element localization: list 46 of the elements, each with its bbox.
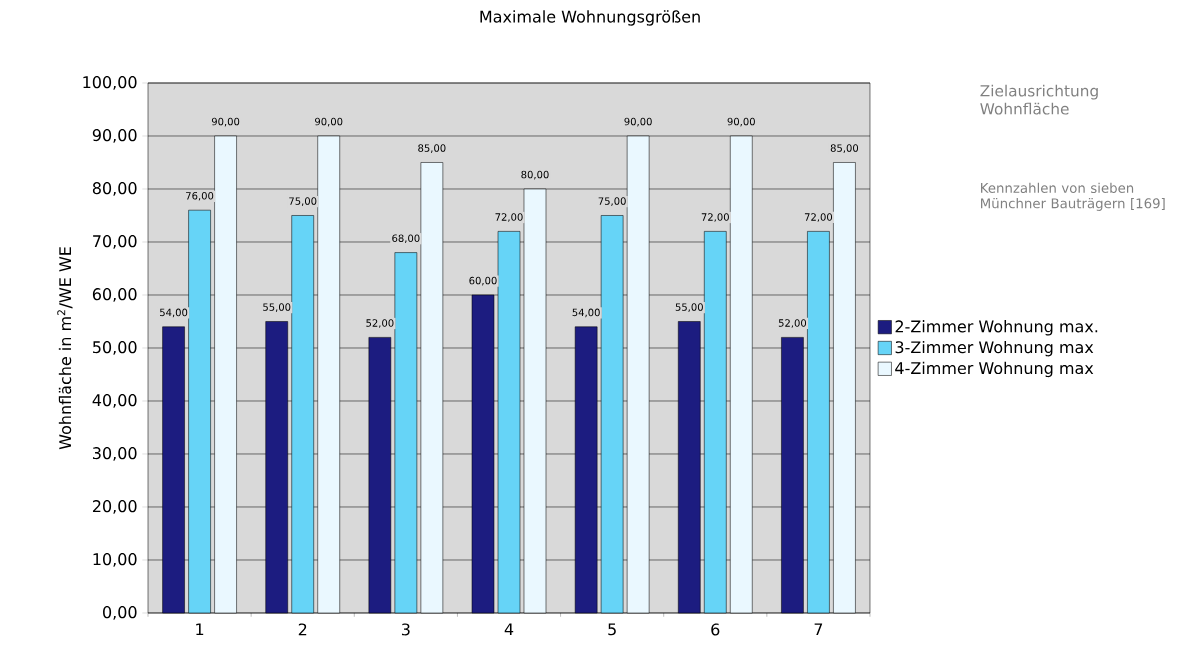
y-tick-label: 100,00	[83, 76, 137, 90]
data-label: 90,00	[624, 117, 652, 127]
y-tick-label: 20,00	[92, 500, 137, 514]
text: Kennzahlen von sieben Münchner Bauträgern [169]	[981, 182, 1165, 211]
text: Zielausrichtung Wohnfläche	[980, 84, 1098, 115]
y-tick-label: 30,00	[93, 447, 137, 461]
legend-label: 3-Zimmer Wohnung max	[895, 340, 1094, 357]
data-label: 85,00	[830, 144, 859, 153]
y-tick-label: 40,00	[92, 394, 137, 408]
y-tick-label: 60,00	[92, 288, 137, 302]
x-tick-label: 7	[814, 623, 823, 636]
x-tick-label: 2	[298, 623, 307, 636]
x-tick-label: 4	[504, 623, 514, 636]
y-axis-title: Wohnfläche in m$^{2}$/WE WE	[57, 247, 73, 450]
data-label: 75,00	[289, 197, 317, 206]
data-label: 90,00	[315, 117, 343, 127]
x-tick-label: 6	[711, 623, 720, 636]
x-tick-label: 3	[401, 623, 410, 636]
x-tick-label: 1	[196, 623, 204, 636]
data-label: 72,00	[495, 213, 523, 222]
data-label: 52,00	[778, 319, 807, 328]
data-label: 90,00	[727, 117, 755, 127]
data-label: 60,00	[469, 276, 497, 286]
y-tick-label: 10,00	[93, 553, 137, 567]
chart-title: Maximale Wohnungsgrößen	[480, 10, 700, 26]
data-label: 55,00	[675, 303, 703, 312]
data-label: 52,00	[366, 319, 394, 328]
data-label: 54,00	[160, 308, 188, 318]
data-label: 90,00	[211, 117, 240, 127]
data-label: 80,00	[521, 170, 549, 180]
legend-label: 4-Zimmer Wohnung max	[895, 361, 1094, 378]
data-label: 54,00	[572, 308, 600, 318]
data-label: 68,00	[392, 234, 420, 243]
y-tick-label: 80,00	[92, 182, 137, 196]
y-tick-label: 70,00	[93, 235, 137, 249]
x-tick-label: 5	[608, 623, 616, 636]
y-tick-label: 0,00	[103, 606, 137, 620]
legend-label: 2-Zimmer Wohnung max.	[895, 320, 1098, 336]
y-tick-label: 90,00	[92, 129, 137, 143]
data-label: 55,00	[263, 303, 291, 312]
data-label: 85,00	[418, 144, 446, 153]
y-tick-label: 50,00	[93, 341, 137, 355]
data-label: 75,00	[598, 197, 626, 206]
data-label: 72,00	[701, 213, 729, 222]
data-label: 72,00	[804, 213, 833, 222]
data-label: 76,00	[186, 192, 214, 201]
